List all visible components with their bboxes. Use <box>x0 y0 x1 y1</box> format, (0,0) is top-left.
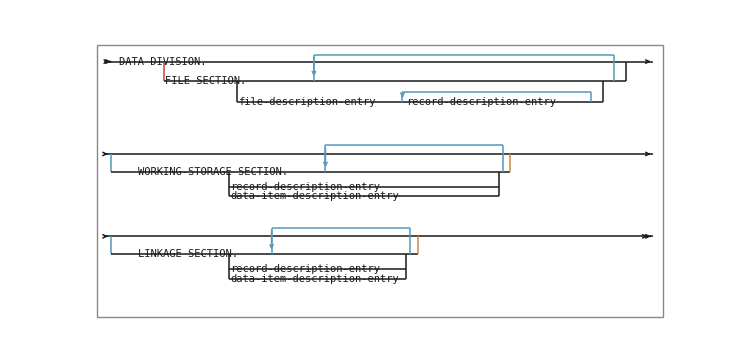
Text: record-description-entry: record-description-entry <box>406 97 556 107</box>
Text: record-description-entry: record-description-entry <box>230 265 380 275</box>
Text: LINKAGE SECTION.: LINKAGE SECTION. <box>139 249 239 259</box>
Text: record-description-entry: record-description-entry <box>230 182 380 192</box>
Text: WORKING-STORAGE SECTION.: WORKING-STORAGE SECTION. <box>139 167 288 177</box>
Text: data-item-description-entry: data-item-description-entry <box>230 274 399 284</box>
Text: FILE SECTION.: FILE SECTION. <box>165 76 247 86</box>
Text: data-item-description-entry: data-item-description-entry <box>230 191 399 201</box>
Text: file-description-entry: file-description-entry <box>238 97 375 107</box>
Text: DATA DIVISION.: DATA DIVISION. <box>119 57 207 66</box>
